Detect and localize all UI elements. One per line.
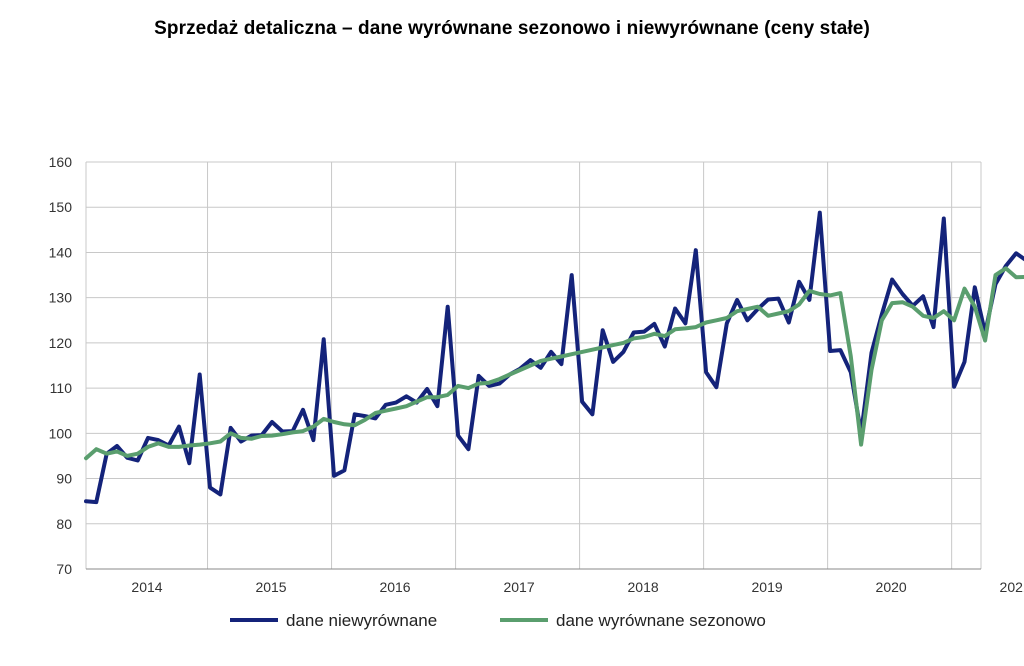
y-tick-label: 100 xyxy=(49,425,73,441)
x-tick-label: 2017 xyxy=(503,579,534,595)
y-axis-labels: 70 80 90 100 110 120 130 140 150 160 xyxy=(49,154,73,577)
x-tick-label: 2016 xyxy=(379,579,410,595)
x-tick-label: 2015 xyxy=(255,579,286,595)
grid-lines xyxy=(85,161,982,570)
y-tick-label: 150 xyxy=(49,199,73,215)
y-tick-label: 120 xyxy=(49,335,73,351)
series-lines xyxy=(84,210,1024,505)
series-line-seasonally-adjusted xyxy=(84,266,1024,461)
x-tick-label: 2019 xyxy=(752,579,783,595)
y-tick-label: 90 xyxy=(56,471,72,487)
y-tick-label: 140 xyxy=(49,244,73,260)
y-tick-label: 70 xyxy=(56,561,72,577)
legend-label: dane niewyrównane xyxy=(286,611,437,630)
chart-title: Sprzedaż detaliczna – dane wyrównane sez… xyxy=(154,18,870,39)
x-tick-label: 2014 xyxy=(131,579,162,595)
y-tick-label: 130 xyxy=(49,290,73,306)
x-axis-labels: 2014 2015 2016 2017 2018 2019 2020 2021 xyxy=(131,579,1024,595)
x-tick-label: 2021 xyxy=(1000,579,1024,595)
x-tick-label: 2018 xyxy=(628,579,659,595)
legend: dane niewyrównane dane wyrównane sezonowo xyxy=(230,611,766,630)
x-tick-label: 2020 xyxy=(876,579,907,595)
legend-label: dane wyrównane sezonowo xyxy=(556,611,766,630)
y-tick-label: 160 xyxy=(49,154,73,170)
y-tick-label: 80 xyxy=(56,516,72,532)
y-tick-label: 110 xyxy=(50,380,73,396)
